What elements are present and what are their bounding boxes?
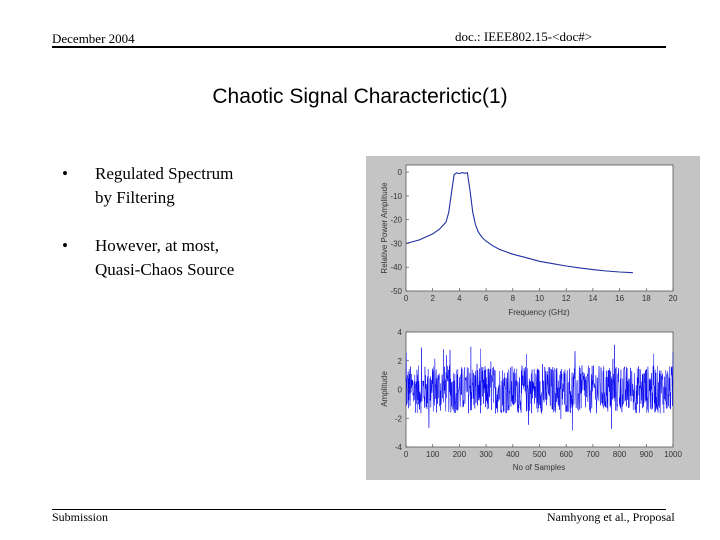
spectrum-x-tick-label: 6: [484, 294, 489, 303]
footer-submission: Submission: [52, 510, 109, 524]
samples-x-tick-label: 900: [640, 450, 654, 459]
spectrum-y-tick-label: -30: [390, 239, 402, 248]
samples-x-tick-label: 700: [586, 450, 600, 459]
bullet-dot-icon: •: [62, 236, 68, 255]
bullet-list: • Regulated Spectrum by Filtering • Howe…: [62, 162, 322, 306]
samples-x-tick-label: 1000: [664, 450, 682, 459]
samples-y-tick-label: 0: [398, 386, 403, 395]
footer-rule: [52, 509, 666, 510]
samples-x-tick-label: 800: [613, 450, 627, 459]
chart-canvas: 0 2 4 6 8 10 12 14 16 18 20 0-10-20-30-40-50 Frequ…: [380, 164, 682, 472]
spectrum-series-line: [405, 172, 633, 274]
footer-authors: Namhyong et al., Proposal: [547, 510, 675, 524]
samples-y-tick-label: 2: [398, 357, 403, 366]
spectrum-y-tick-label: -40: [390, 263, 402, 272]
spectrum-x-tick-label: 4: [457, 294, 462, 303]
spectrum-x-tick-label: 14: [588, 294, 597, 303]
spectrum-x-tick-label: 0: [404, 294, 409, 303]
header-doc-id: doc.: IEEE802.15-<doc#>: [455, 29, 593, 44]
bullet-dot-icon: •: [62, 164, 68, 183]
bullet-text-line: by Filtering: [95, 188, 175, 207]
bullet-text-line: Quasi-Chaos Source: [95, 260, 235, 279]
spectrum-y-tick-label: -10: [390, 192, 402, 201]
samples-x-tick-label: 200: [453, 450, 467, 459]
spectrum-y-tick-label: -50: [390, 287, 402, 296]
samples-x-tick-label: 100: [426, 450, 440, 459]
spectrum-x-tick-label: 18: [642, 294, 651, 303]
samples-x-tick-label: 500: [533, 450, 547, 459]
spectrum-x-tick-label: 12: [562, 294, 571, 303]
samples-x-axis-label: No of Samples: [513, 463, 565, 472]
header-date: December 2004: [52, 31, 135, 46]
spectrum-x-tick-label: 10: [535, 294, 544, 303]
bullet-text-line: However, at most,: [95, 236, 219, 255]
bullet-text-line: Regulated Spectrum: [95, 164, 234, 183]
spectrum-x-tick-label: 8: [511, 294, 516, 303]
spectrum-x-tick-label: 20: [669, 294, 678, 303]
spectrum-plot-area: [405, 164, 674, 292]
slide-title: Chaotic Signal Characterictic(1): [212, 85, 508, 108]
samples-series-line: [405, 344, 674, 431]
samples-y-tick-label: 4: [398, 328, 403, 337]
bullet-item: • However, at most, Quasi-Chaos Source: [62, 234, 322, 282]
samples-y-tick-label: -4: [395, 443, 403, 452]
bullet-item: • Regulated Spectrum by Filtering: [62, 162, 322, 210]
samples-x-tick-label: 0: [404, 450, 409, 459]
spectrum-y-tick-label: -20: [390, 216, 402, 225]
spectrum-y-tick-label: 0: [398, 168, 403, 177]
chart-figure: 0 2 4 6 8 10 12 14 16 18 20 0 -10 -20 -30 -40 -50 Frequ…: [366, 156, 700, 480]
spectrum-chart: 0 2 4 6 8 10 12 14 16 18 20 0 -10 -20 -30 -40 -50 Frequ…: [380, 164, 678, 317]
samples-x-tick-label: 600: [560, 450, 574, 459]
spectrum-x-axis-label: Frequency (GHz): [508, 308, 570, 317]
samples-y-tick-label: -2: [395, 414, 403, 423]
spectrum-x-tick-label: 16: [615, 294, 624, 303]
samples-chart: 0 100 200 300 400 500 600 700 800 900 1000 4 2 0 -2 -4…: [380, 328, 682, 472]
samples-x-tick-label: 400: [506, 450, 520, 459]
samples-x-tick-label: 300: [479, 450, 493, 459]
spectrum-y-axis-label: Relative Power Amplitude: [380, 182, 389, 274]
samples-y-axis-label: Amplitude: [380, 371, 389, 407]
header-rule: [52, 46, 666, 48]
spectrum-x-tick-label: 2: [430, 294, 435, 303]
